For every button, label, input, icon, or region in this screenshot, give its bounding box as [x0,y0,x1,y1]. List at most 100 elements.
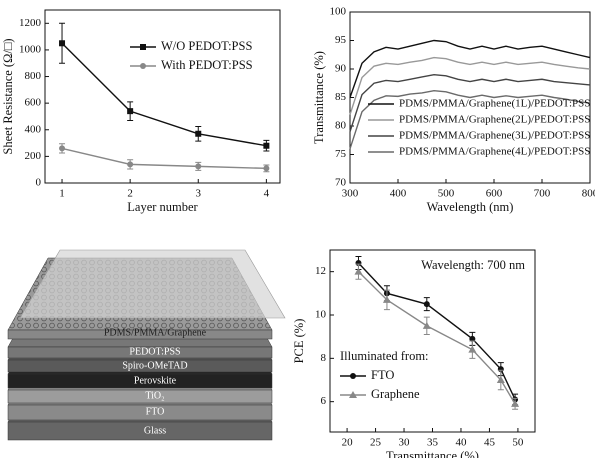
marker [350,373,356,379]
marker [195,163,202,170]
x-tick-label: 500 [438,188,455,200]
layer-label: PEDOT:PSS [129,346,180,357]
series-line [357,262,516,400]
x-tick-label: 1 [59,188,65,200]
y-tick-label: 800 [25,70,42,82]
plot-frame [329,249,536,433]
marker [195,130,202,137]
plot-frame [44,9,281,184]
marker [423,301,430,308]
chart: 20 25 30 35 40 45 50 6 8 10 12 Transmittance (%) PCE… [292,249,536,458]
x-axis-label: Layer number [127,200,198,214]
layer-front [7,404,273,421]
x-tick-label: 300 [342,188,359,200]
y-tick-label: 600 [25,97,42,109]
y-axis-label: Sheet Resistance (Ω/□) [1,38,15,154]
marker [140,44,146,50]
marker [263,142,270,149]
series-line [349,56,591,115]
legend-label: PDMS/PMMA/Graphene(3L)/PEDOT:PSS [399,130,590,142]
legend-title: Illuminated from: [340,349,429,363]
y-tick-label: 90 [335,63,347,75]
marker [422,321,431,329]
y-tick-label: 8 [321,352,327,364]
x-tick-label: 50 [512,437,524,449]
y-tick-label: 200 [25,150,42,162]
layer-front [7,359,273,373]
x-tick-label: 700 [534,188,551,200]
y-axis-label: PCE (%) [292,319,306,364]
x-axis-label: Wavelength (nm) [427,200,514,214]
y-tick-label: 85 [335,91,347,103]
chart: 1 2 3 4 0 200 400 600 800 1000 1200 Layer number She… [1,9,281,214]
series-line [349,39,591,98]
marker [59,145,66,152]
y-tick-label: 400 [25,123,42,135]
x-axis-label: Transmittance (%) [386,449,479,458]
x-tick-label: 25 [370,437,382,449]
x-tick-label: 45 [484,437,496,449]
x-tick-label: 4 [264,188,270,200]
layer-front [7,421,273,441]
layer-label: PDMS/PMMA/Graphene [104,327,207,338]
y-tick-label: 100 [330,6,347,18]
legend-label: FTO [371,368,394,382]
layer-front [7,329,273,340]
annotation: Wavelength: 700 nm [421,258,525,272]
legend-label: PDMS/PMMA/Graphene(2L)/PEDOT:PSS [399,114,590,126]
pdms-sheet [19,249,286,319]
layer-label: TiO₂ [145,390,164,401]
legend-label: W/O PEDOT:PSS [161,39,252,53]
y-tick-label: 10 [315,309,327,321]
y-tick-label: 95 [335,34,347,46]
legend-label: PDMS/PMMA/Graphene(1L)/PEDOT:PSS [399,98,590,110]
legend-label: Graphene [371,387,420,401]
y-tick-label: 70 [335,177,347,189]
marker [127,108,134,115]
chart: 300 400 500 600 700 800 70 75 80 85 90 95 100 Wavelen… [312,6,595,214]
y-tick-label: 1000 [19,43,42,55]
series-line [357,271,516,405]
marker [263,165,270,172]
x-tick-label: 2 [127,188,133,200]
series-line [61,42,267,147]
marker [349,391,357,398]
legend-label: PDMS/PMMA/Graphene(4L)/PEDOT:PSS [399,146,590,158]
marker [382,295,391,303]
device-diagram: Glass FTO TiO₂ Perovskite Spiro-OMeTAD PEDOT:… [7,249,286,441]
marker [511,399,520,407]
legend-label: With PEDOT:PSS [161,58,253,72]
y-axis-label: Transmittance (%) [312,51,326,144]
y-tick-label: 0 [36,177,42,189]
marker [468,345,477,353]
y-tick-label: 12 [315,265,326,277]
y-tick-label: 80 [335,120,347,132]
marker [127,161,134,168]
y-tick-label: 1200 [19,17,42,29]
marker [469,335,476,342]
layer-label: Perovskite [134,375,177,386]
layer-front [7,346,273,359]
y-tick-label: 6 [321,395,327,407]
x-tick-label: 20 [342,437,354,449]
layer-label: FTO [146,406,165,417]
x-tick-label: 30 [399,437,411,449]
layer-label: Glass [144,425,166,436]
x-tick-label: 800 [582,188,595,200]
layer-front [7,389,273,404]
x-tick-label: 600 [486,188,503,200]
y-tick-label: 75 [335,148,347,160]
series-line [349,89,591,150]
x-tick-label: 40 [455,437,467,449]
marker [354,267,363,275]
x-tick-label: 35 [427,437,439,449]
marker [496,376,505,383]
marker [140,63,146,69]
x-tick-label: 400 [390,188,407,200]
layer-label: Spiro-OMeTAD [122,360,187,371]
layer-front [7,373,273,389]
series-line [61,147,267,170]
x-tick-label: 3 [196,188,202,200]
marker [59,40,66,47]
